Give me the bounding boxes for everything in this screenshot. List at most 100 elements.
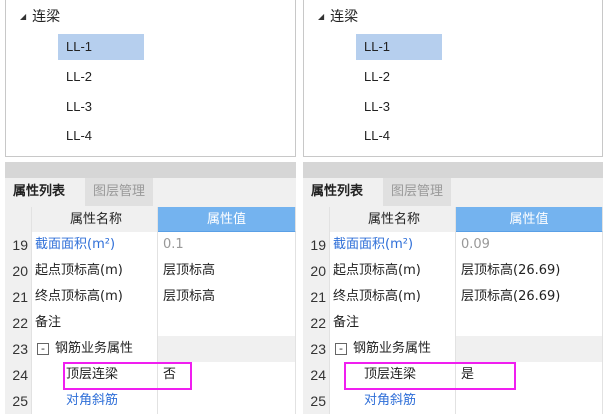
row-number: 19 (303, 232, 330, 258)
tree-item[interactable]: LL-4 (364, 128, 391, 143)
collapse-minus-icon[interactable]: - (335, 342, 347, 355)
property-row[interactable]: 25 对角斜筋 (5, 388, 296, 414)
property-value: 0.1 (158, 232, 296, 258)
property-name: 截面面积(m²) (32, 232, 158, 258)
property-name-text: 备注 (333, 315, 360, 330)
tab-bar: 属性列表 图层管理 (5, 178, 296, 207)
property-row[interactable]: 21 终点顶标高(m) 层顶标高(26.69) (303, 284, 603, 310)
property-row[interactable]: 23 - 钢筋业务属性 (303, 336, 603, 362)
property-row[interactable]: 25 对角斜筋 (303, 388, 603, 414)
property-value[interactable] (158, 336, 296, 362)
property-name: - 钢筋业务属性 (32, 336, 158, 362)
row-number: 24 (303, 362, 330, 388)
row-number: 25 (5, 388, 32, 414)
property-name-text: 起点顶标高(m) (35, 263, 123, 278)
row-number: 22 (303, 310, 330, 336)
row-number: 21 (5, 284, 32, 310)
tree-item[interactable]: LL-2 (364, 69, 391, 84)
property-name: 备注 (32, 310, 158, 336)
property-value[interactable] (456, 336, 603, 362)
splitter[interactable] (303, 162, 603, 178)
property-name: 起点顶标高(m) (330, 258, 456, 284)
property-name-text: 顶层连梁 (364, 367, 417, 382)
tab-layer-management[interactable]: 图层管理 (383, 178, 452, 206)
property-value[interactable]: 层顶标高(26.69) (456, 284, 603, 310)
property-row[interactable]: 22 备注 (303, 310, 603, 336)
tab-property-list[interactable]: 属性列表 (303, 178, 372, 206)
property-name: 截面面积(m²) (330, 232, 456, 258)
property-name-text: 对角斜筋 (66, 393, 119, 408)
property-row[interactable]: 20 起点顶标高(m) 层顶标高 (5, 258, 296, 284)
property-name-text: 钢筋业务属性 (55, 341, 134, 356)
column-header-value: 属性值 (456, 207, 603, 233)
tree-item[interactable]: LL-3 (66, 99, 93, 114)
property-name: 对角斜筋 (32, 388, 158, 414)
tree-root-node[interactable]: ◢ 连梁 (318, 6, 358, 26)
property-name: 对角斜筋 (330, 388, 456, 414)
property-row[interactable]: 23 - 钢筋业务属性 (5, 336, 296, 362)
row-number: 22 (5, 310, 32, 336)
collapse-minus-icon[interactable]: - (37, 342, 49, 355)
tree-item[interactable]: LL-3 (364, 99, 391, 114)
tree-root-label: 连梁 (330, 9, 359, 25)
tab-layer-management[interactable]: 图层管理 (85, 178, 154, 206)
tab-property-list[interactable]: 属性列表 (5, 178, 74, 206)
property-value[interactable] (158, 310, 296, 336)
column-header-name: 属性名称 (32, 207, 158, 233)
property-value[interactable] (456, 388, 603, 414)
property-value[interactable]: 层顶标高(26.69) (456, 258, 603, 284)
property-name: 终点顶标高(m) (32, 284, 158, 310)
component-panel: ◢ 连梁 LL-1 LL-2 LL-3 LL-4 属性列表 图层管理 属性名称 … (303, 0, 603, 417)
column-header-name: 属性名称 (330, 207, 456, 233)
property-name-text: 起点顶标高(m) (333, 263, 421, 278)
property-row[interactable]: 24 顶层连梁 否 (5, 362, 296, 388)
tree-item[interactable]: LL-1 (58, 34, 144, 60)
property-name-text: 钢筋业务属性 (353, 341, 432, 356)
property-row[interactable]: 19 截面面积(m²) 0.09 (303, 232, 603, 258)
row-number: 20 (5, 258, 32, 284)
property-row[interactable]: 21 终点顶标高(m) 层顶标高 (5, 284, 296, 310)
property-row[interactable]: 22 备注 (5, 310, 296, 336)
row-number-header (303, 207, 330, 233)
tree-root-node[interactable]: ◢ 连梁 (20, 6, 60, 26)
row-number: 20 (303, 258, 330, 284)
grid-header: 属性名称 属性值 (303, 207, 603, 233)
tree-item[interactable]: LL-4 (66, 128, 93, 143)
tab-bar: 属性列表 图层管理 (303, 178, 603, 207)
property-value[interactable] (158, 388, 296, 414)
tree-item[interactable]: LL-1 (356, 34, 442, 60)
highlight-box (63, 362, 192, 390)
tree-item[interactable]: LL-2 (66, 69, 93, 84)
property-name: 备注 (330, 310, 456, 336)
collapse-triangle-icon[interactable]: ◢ (20, 11, 27, 21)
property-row[interactable]: 20 起点顶标高(m) 层顶标高(26.69) (303, 258, 603, 284)
collapse-triangle-icon[interactable]: ◢ (318, 11, 325, 21)
property-value[interactable] (456, 310, 603, 336)
property-value[interactable]: 层顶标高 (158, 284, 296, 310)
property-row[interactable]: 19 截面面积(m²) 0.1 (5, 232, 296, 258)
property-name-text: 顶层连梁 (66, 367, 119, 382)
property-value: 0.09 (456, 232, 603, 258)
property-name: 终点顶标高(m) (330, 284, 456, 310)
row-number: 21 (303, 284, 330, 310)
property-name-text: 备注 (35, 315, 62, 330)
property-name-text: 截面面积(m²) (35, 237, 116, 252)
property-value[interactable]: 层顶标高 (158, 258, 296, 284)
property-value[interactable]: 否 (158, 362, 296, 388)
property-name: 起点顶标高(m) (32, 258, 158, 284)
property-name: 顶层连梁 (32, 362, 158, 388)
property-name-text: 终点顶标高(m) (333, 289, 421, 304)
row-number: 23 (303, 336, 330, 362)
property-name: - 钢筋业务属性 (330, 336, 456, 362)
property-name-text: 终点顶标高(m) (35, 289, 123, 304)
highlight-box (344, 362, 516, 390)
property-name-text: 截面面积(m²) (333, 237, 414, 252)
property-name-text: 对角斜筋 (364, 393, 417, 408)
property-name: 顶层连梁 (330, 362, 456, 388)
property-row[interactable]: 24 顶层连梁 是 (303, 362, 603, 388)
row-number-header (5, 207, 32, 233)
property-value[interactable]: 是 (456, 362, 603, 388)
splitter[interactable] (5, 162, 296, 178)
row-number: 24 (5, 362, 32, 388)
tree-root-label: 连梁 (32, 9, 61, 25)
